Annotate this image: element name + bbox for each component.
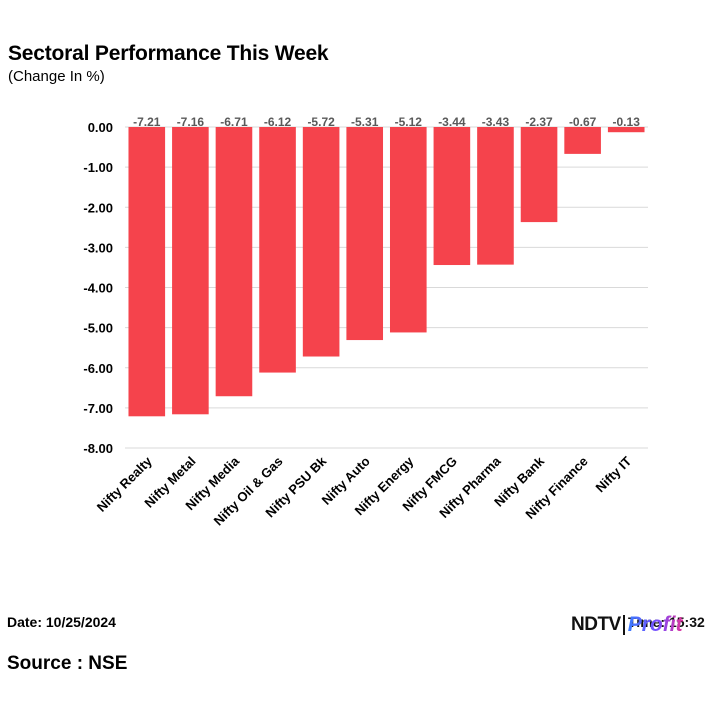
data-label: -6.12 bbox=[264, 115, 292, 129]
y-tick-label: -4.00 bbox=[83, 281, 113, 296]
logo-secondary-text: Profit bbox=[627, 613, 683, 636]
bar bbox=[477, 127, 514, 265]
logo-primary-text: NDTV bbox=[571, 614, 621, 635]
data-label: -0.13 bbox=[613, 115, 641, 129]
date-label: Date: 10/25/2024 bbox=[7, 614, 116, 630]
y-tick-label: -1.00 bbox=[83, 160, 113, 175]
data-label: -5.12 bbox=[395, 115, 423, 129]
y-tick-label: -6.00 bbox=[83, 361, 113, 376]
chart-title: Sectoral Performance This Week bbox=[8, 42, 329, 65]
logo-divider bbox=[622, 615, 625, 635]
bar bbox=[172, 127, 209, 415]
bar bbox=[520, 127, 558, 223]
data-label: -6.71 bbox=[220, 115, 248, 129]
y-tick-label: -8.00 bbox=[83, 441, 113, 456]
bar bbox=[607, 127, 645, 133]
bar bbox=[564, 127, 601, 154]
data-label: -5.31 bbox=[351, 115, 379, 129]
data-label: -3.43 bbox=[482, 115, 510, 129]
bar bbox=[259, 127, 296, 373]
data-label: -0.67 bbox=[569, 115, 597, 129]
data-label: -7.16 bbox=[177, 115, 205, 129]
y-tick-label: -2.00 bbox=[83, 200, 113, 215]
source-label: Source : NSE bbox=[7, 653, 128, 674]
bar bbox=[128, 127, 166, 417]
bar bbox=[433, 127, 471, 266]
y-tick-label: -3.00 bbox=[83, 240, 113, 255]
y-tick-label: -7.00 bbox=[83, 401, 113, 416]
data-label: -2.37 bbox=[525, 115, 553, 129]
y-tick-label: -5.00 bbox=[83, 321, 113, 336]
data-label: -7.21 bbox=[133, 115, 161, 129]
time-label: Time: 15:32 bbox=[628, 614, 705, 630]
ndtv-profit-logo: NDTV Profit bbox=[571, 612, 683, 638]
x-tick-label: Nifty IT bbox=[593, 453, 635, 495]
chart-subtitle: (Change In %) bbox=[8, 68, 105, 85]
bar bbox=[389, 127, 427, 333]
bar bbox=[215, 127, 253, 397]
data-label: -5.72 bbox=[307, 115, 335, 129]
bar bbox=[346, 127, 384, 341]
y-tick-label: 0.00 bbox=[88, 120, 113, 135]
data-label: -3.44 bbox=[438, 115, 466, 129]
bar bbox=[302, 127, 340, 357]
